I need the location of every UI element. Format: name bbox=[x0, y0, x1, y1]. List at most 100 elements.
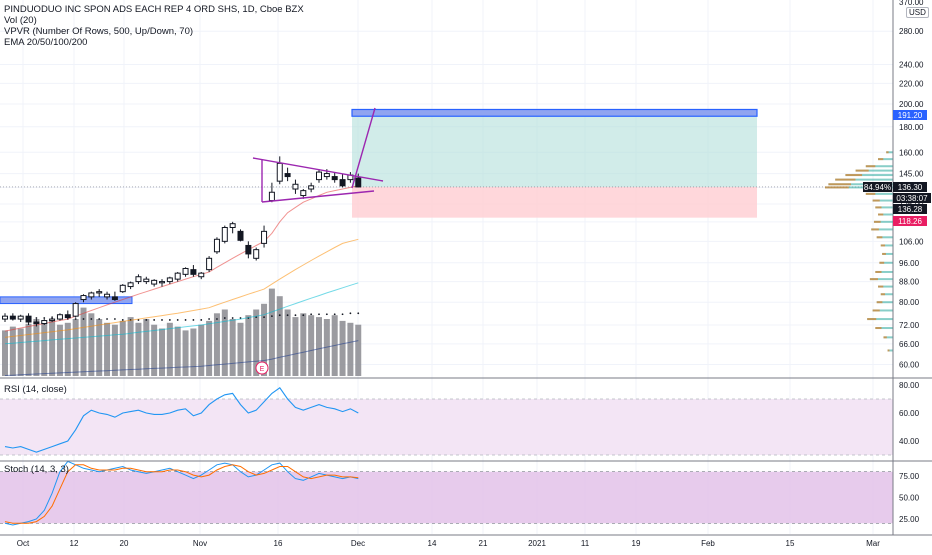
candle-body bbox=[2, 315, 8, 320]
vpvr-bar-down bbox=[835, 178, 856, 181]
volume-bar bbox=[72, 319, 79, 376]
volume-bar bbox=[64, 322, 71, 376]
vpvr-bar bbox=[828, 183, 893, 186]
volume-ma-dot bbox=[310, 313, 313, 316]
price-badge bbox=[863, 182, 892, 192]
target-zone bbox=[352, 109, 757, 187]
vpvr-bar-down bbox=[882, 252, 886, 255]
candle-body bbox=[96, 291, 103, 294]
breakout-projection bbox=[351, 107, 376, 189]
drawing-layer[interactable] bbox=[0, 108, 893, 305]
volume-bar bbox=[111, 324, 118, 376]
volume-ma-dot bbox=[98, 318, 101, 320]
volume-ma-dot bbox=[90, 318, 93, 320]
vpvr-bar-down bbox=[875, 270, 882, 273]
volume-bar bbox=[33, 319, 40, 376]
candle-body bbox=[25, 315, 32, 323]
candle-body bbox=[198, 272, 205, 278]
candle-body bbox=[213, 238, 220, 253]
rsi-legend: RSI (14, close) bbox=[4, 384, 67, 395]
volume-bar bbox=[229, 319, 236, 376]
volume-bar bbox=[25, 323, 32, 376]
volume-bar bbox=[17, 328, 24, 376]
volume-bar bbox=[198, 324, 205, 376]
legend-ema[interactable]: EMA 20/50/100/200 bbox=[4, 37, 88, 48]
trendline-layer[interactable] bbox=[252, 107, 384, 203]
candle-body bbox=[308, 185, 315, 190]
currency-badge[interactable]: USD bbox=[906, 7, 929, 18]
price-badge bbox=[893, 182, 927, 192]
earnings-marker bbox=[255, 361, 269, 375]
vpvr-bar bbox=[880, 293, 893, 296]
volume-ma-dot bbox=[153, 319, 156, 321]
time-tick-label: 2021 bbox=[528, 539, 546, 548]
rsi-band bbox=[0, 399, 893, 455]
vpvr-bar bbox=[867, 318, 893, 321]
vpvr-bar-down bbox=[875, 206, 882, 209]
vpvr-bar bbox=[825, 186, 893, 189]
price-tick-label: 106.00 bbox=[899, 237, 924, 246]
stoch-label[interactable]: Stoch (14, 3, 3) bbox=[4, 464, 69, 475]
price-badge bbox=[893, 216, 927, 226]
volume-bar bbox=[276, 296, 283, 376]
volume-ma-dot bbox=[271, 315, 273, 318]
volume-bar bbox=[316, 317, 322, 376]
vpvr-bar-down bbox=[880, 244, 886, 247]
candle-body bbox=[182, 267, 189, 275]
volume-ma-dot bbox=[208, 318, 211, 320]
candle-body bbox=[166, 277, 173, 283]
chart-title[interactable]: PINDUODUO INC SPON ADS EACH REP 4 ORD SH… bbox=[4, 4, 304, 15]
candle-body bbox=[300, 190, 307, 197]
vpvr-bar-down bbox=[879, 261, 885, 264]
vpvr-bar bbox=[865, 192, 893, 195]
vpvr-bar bbox=[835, 178, 893, 181]
vpvr-bar-down bbox=[886, 151, 889, 154]
candle-body bbox=[49, 318, 56, 322]
vpvr-bar-down bbox=[878, 158, 884, 161]
price-badge-label: 118.26 bbox=[898, 217, 922, 226]
vpvr-bar bbox=[876, 301, 893, 304]
price-tick-label: 220.00 bbox=[899, 79, 924, 88]
stoch-tick-label: 50.00 bbox=[899, 494, 920, 503]
candle-body bbox=[127, 282, 134, 288]
candle-body bbox=[64, 314, 71, 319]
rsi-label[interactable]: RSI (14, close) bbox=[4, 384, 67, 395]
volume-ma-dot bbox=[82, 318, 85, 320]
price-badges: 191.20 84.94% 136.30 03:38:07 136.28 118.26 bbox=[863, 110, 931, 226]
candle-body bbox=[174, 272, 181, 280]
vpvr-bar bbox=[873, 220, 893, 223]
vpvr-bar-down bbox=[872, 309, 880, 312]
time-tick-label: Dec bbox=[351, 539, 365, 548]
volume-bar bbox=[308, 315, 315, 376]
rsi-line bbox=[4, 387, 359, 453]
candle-body bbox=[151, 279, 158, 285]
vpvr-bar bbox=[872, 199, 893, 202]
volume-bar bbox=[339, 320, 346, 376]
vpvr-bar bbox=[878, 285, 893, 288]
vpvr-bar-down bbox=[855, 169, 869, 172]
price-tick-label: 145.00 bbox=[899, 170, 924, 179]
legend-vol[interactable]: Vol (20) bbox=[4, 15, 37, 26]
vpvr-bar bbox=[886, 151, 893, 154]
vpvr-bar bbox=[855, 169, 893, 172]
candle-body bbox=[159, 281, 165, 284]
volume-ma-dot bbox=[121, 319, 124, 321]
vpvr-bar-down bbox=[887, 349, 890, 352]
trendline-upper bbox=[252, 157, 384, 182]
time-tick-label: Feb bbox=[701, 539, 715, 548]
price-tick-label: 80.00 bbox=[899, 298, 920, 307]
volume-bar bbox=[96, 319, 103, 376]
volume-ma-dot bbox=[302, 314, 305, 317]
vpvr-bar-down bbox=[872, 199, 880, 202]
volume-bar bbox=[127, 317, 134, 376]
volume-bar bbox=[206, 320, 213, 376]
volume-bar bbox=[2, 330, 8, 376]
target-box bbox=[351, 108, 758, 117]
vpvr-bar bbox=[875, 270, 893, 273]
volume-bar bbox=[221, 309, 228, 376]
time-tick-label: Mar bbox=[866, 539, 880, 548]
price-tick-label: 72.00 bbox=[899, 321, 920, 330]
legend-vpvr[interactable]: VPVR (Number Of Rows, 500, Up/Down, 70) bbox=[4, 26, 194, 37]
